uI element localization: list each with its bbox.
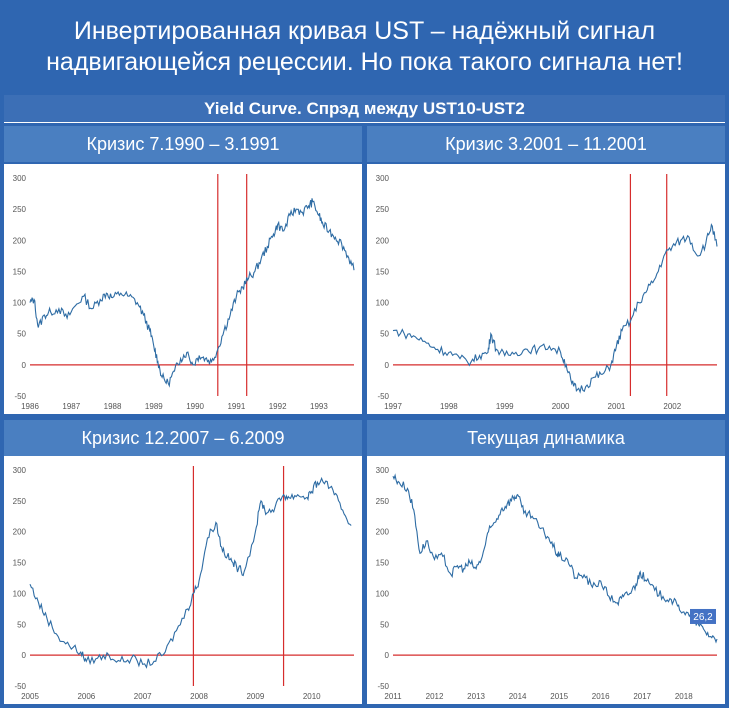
x-tick-label: 1998 xyxy=(440,402,458,411)
panel-title-3: Кризис 12.2007 – 6.2009 xyxy=(4,420,362,456)
x-tick-label: 2001 xyxy=(608,402,626,411)
y-tick-label: 100 xyxy=(13,299,27,308)
y-tick-label: 50 xyxy=(17,620,26,629)
x-tick-label: 2007 xyxy=(134,692,152,701)
y-tick-label: 150 xyxy=(13,267,27,276)
y-tick-label: 250 xyxy=(376,497,390,506)
x-tick-label: 1991 xyxy=(227,402,245,411)
y-tick-label: 300 xyxy=(13,174,27,183)
x-tick-label: 2012 xyxy=(426,692,444,701)
series-line xyxy=(29,198,355,388)
y-tick-label: 150 xyxy=(376,267,390,276)
y-tick-label: 250 xyxy=(13,205,27,214)
last-value-badge: 26,2 xyxy=(690,608,716,624)
y-tick-label: 50 xyxy=(380,330,389,339)
y-tick-label: 50 xyxy=(17,330,26,339)
panel-title-2: Кризис 3.2001 – 11.2001 xyxy=(367,126,725,162)
y-tick-label: 200 xyxy=(13,528,27,537)
x-tick-label: 2006 xyxy=(77,692,95,701)
y-tick-label: 300 xyxy=(13,466,27,475)
chart-panel-3: 300 250 200 150 100 50 0 -50 2005 2006 2007 2008 200… xyxy=(4,456,362,704)
y-tick-label: 200 xyxy=(13,236,27,245)
x-tick-label: 1997 xyxy=(384,402,402,411)
y-tick-label: 100 xyxy=(376,589,390,598)
x-tick-label: 1988 xyxy=(104,402,122,411)
x-tick-label: 2017 xyxy=(633,692,651,701)
x-tick-label: 2016 xyxy=(592,692,610,701)
last-value-label: 26,2 xyxy=(693,612,713,623)
x-tick-label: 2011 xyxy=(384,692,402,701)
last-value-badge-bg xyxy=(690,608,716,624)
page-title: Инвертированная кривая UST – надёжный си… xyxy=(0,0,729,92)
x-tick-label: 2018 xyxy=(675,692,693,701)
x-tick-label: 2000 xyxy=(552,402,570,411)
x-tick-label: 2009 xyxy=(246,692,264,701)
y-tick-label: -50 xyxy=(14,392,26,401)
x-tick-label: 1989 xyxy=(145,402,163,411)
y-tick-label: 250 xyxy=(376,205,390,214)
y-tick-label: 100 xyxy=(13,589,27,598)
x-tick-label: 2013 xyxy=(467,692,485,701)
panel-title-4: Текущая динамика xyxy=(367,420,725,456)
panel-title-1: Кризис 7.1990 – 3.1991 xyxy=(4,126,362,162)
y-tick-label: 0 xyxy=(385,361,390,370)
y-tick-label: 300 xyxy=(376,174,390,183)
x-tick-label: 1999 xyxy=(496,402,514,411)
x-tick-label: 2002 xyxy=(663,402,681,411)
chart-panel-2: 300 250 200 150 100 50 0 -50 1997 1998 1999 2000 200… xyxy=(367,164,725,414)
y-tick-label: 0 xyxy=(22,651,27,660)
y-tick-label: 150 xyxy=(13,559,27,568)
chart-panel-1: 300 250 200 150 100 50 0 -50 1986 1987 1988 1989 199… xyxy=(4,164,362,414)
x-tick-label: 2014 xyxy=(509,692,527,701)
y-tick-label: -50 xyxy=(377,392,389,401)
title-line-1: Инвертированная кривая UST – надёжный си… xyxy=(73,17,656,45)
section-title: Yield Curve. Спрэд между UST10-UST2 xyxy=(4,95,725,123)
chart-panel-4: 300 250 200 150 100 50 0 -50 2011 2012 2013 2014 201… xyxy=(367,456,725,704)
y-tick-label: -50 xyxy=(377,682,389,691)
y-tick-label: 300 xyxy=(376,466,390,475)
series-line xyxy=(29,476,352,669)
y-tick-label: 200 xyxy=(376,528,390,537)
title-line-2: надвигающейся рецессии. Но пока такого с… xyxy=(46,48,683,76)
x-tick-label: 2005 xyxy=(21,692,39,701)
x-tick-label: 2015 xyxy=(550,692,568,701)
y-tick-label: 0 xyxy=(22,361,27,370)
x-tick-label: 1993 xyxy=(310,402,328,411)
y-tick-label: 250 xyxy=(13,497,27,506)
x-tick-label: 2008 xyxy=(190,692,208,701)
x-tick-label: 1986 xyxy=(21,402,39,411)
x-tick-label: 1990 xyxy=(186,402,204,411)
series-line xyxy=(392,473,718,644)
y-tick-label: -50 xyxy=(14,682,26,691)
y-tick-label: 100 xyxy=(376,299,390,308)
series-line xyxy=(392,223,718,394)
y-tick-label: 150 xyxy=(376,559,390,568)
x-tick-label: 2010 xyxy=(303,692,321,701)
x-tick-label: 1987 xyxy=(62,402,80,411)
y-tick-label: 50 xyxy=(380,620,389,629)
x-tick-label: 1992 xyxy=(269,402,287,411)
y-tick-label: 200 xyxy=(376,236,390,245)
y-tick-label: 0 xyxy=(385,651,390,660)
